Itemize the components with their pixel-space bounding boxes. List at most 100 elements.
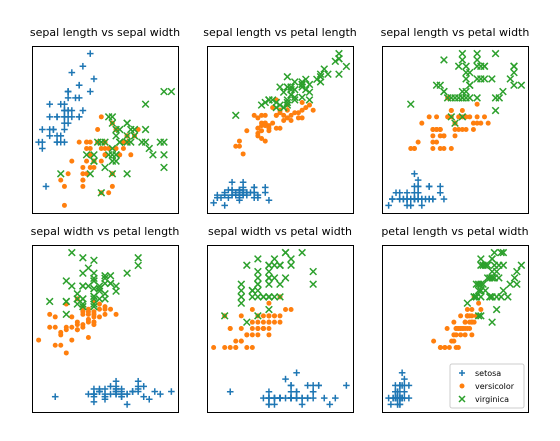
data-point-virginica: [495, 261, 503, 270]
data-point-setosa: [118, 393, 125, 400]
data-point-virginica: [510, 274, 519, 282]
plot-frame: [32, 245, 179, 413]
data-point-setosa: [411, 195, 418, 203]
data-point-versicolor: [419, 120, 425, 126]
data-point-virginica: [480, 75, 489, 83]
data-point-versicolor: [102, 304, 108, 310]
data-point-versicolor: [244, 332, 250, 338]
x-stroke-b: [483, 261, 492, 270]
data-point-versicolor: [462, 319, 468, 325]
data-point-virginica: [276, 293, 284, 301]
x-stroke-b: [79, 253, 87, 262]
x-stroke-b: [313, 75, 321, 84]
x-stroke-b: [276, 280, 284, 289]
x-stroke-b: [517, 81, 526, 90]
x-stroke-b: [458, 113, 467, 121]
x-stroke-b: [106, 271, 115, 280]
x-stroke-b: [495, 261, 503, 270]
data-point-virginica: [504, 293, 512, 301]
data-point-virginica: [462, 68, 470, 77]
legend-label-setosa: setosa: [475, 369, 501, 378]
data-point-versicolor: [299, 99, 305, 105]
data-point-virginica: [248, 293, 257, 301]
data-point-versicolor: [102, 145, 108, 151]
x-stroke-b: [506, 280, 514, 289]
data-point-setosa: [392, 189, 400, 197]
data-point-virginica: [108, 157, 117, 165]
data-point-virginica: [486, 293, 494, 301]
data-point-setosa: [265, 394, 273, 402]
x-stroke-b: [298, 248, 306, 257]
data-point-virginica: [220, 312, 229, 320]
data-point-setosa: [411, 189, 418, 197]
data-point-virginica: [305, 80, 314, 89]
x-stroke-b: [473, 62, 481, 71]
data-point-versicolor: [456, 114, 462, 120]
data-point-versicolor: [451, 319, 457, 325]
x-stroke-b: [490, 248, 499, 257]
data-point-virginica: [506, 75, 515, 83]
x-stroke-b: [305, 88, 314, 97]
data-point-virginica: [101, 163, 109, 172]
data-point-setosa: [389, 195, 396, 203]
data-point-virginica: [254, 286, 262, 295]
data-point-versicolor: [113, 311, 119, 317]
x-stroke-b: [462, 75, 470, 83]
data-point-setosa: [64, 113, 72, 121]
data-point-setosa: [320, 394, 328, 402]
x-stroke-b: [488, 267, 496, 276]
data-point-setosa: [112, 377, 120, 385]
x-stroke-b: [130, 131, 139, 140]
x-stroke-b: [97, 188, 106, 197]
data-point-setosa: [68, 107, 76, 114]
x-stroke-b: [287, 255, 295, 263]
data-point-versicolor: [464, 307, 470, 313]
data-point-virginica: [95, 284, 104, 293]
x-stroke-b: [473, 75, 481, 83]
data-point-virginica: [491, 106, 500, 115]
data-point-versicolor: [481, 114, 487, 120]
data-point-versicolor: [74, 327, 80, 333]
data-point-virginica: [276, 280, 284, 289]
x-stroke-b: [259, 293, 268, 301]
data-point-versicolor: [255, 125, 261, 131]
data-point-virginica: [517, 261, 526, 270]
data-point-versicolor: [266, 326, 272, 331]
data-point-versicolor: [430, 139, 436, 145]
x-stroke-b: [473, 49, 481, 58]
data-point-virginica: [101, 271, 109, 280]
x-stroke-b: [254, 280, 262, 289]
data-point-versicolor: [85, 306, 91, 312]
data-point-setosa: [61, 126, 68, 133]
data-point-virginica: [56, 169, 65, 178]
x-stroke-b: [488, 318, 496, 327]
data-point-versicolor: [98, 145, 104, 151]
data-point-versicolor: [95, 127, 101, 132]
data-point-versicolor: [102, 311, 108, 317]
data-point-setosa: [86, 88, 94, 95]
data-point-versicolor: [273, 125, 279, 131]
x-stroke-b: [287, 261, 295, 270]
data-point-virginica: [67, 282, 76, 290]
panel-title: sepal length vs petal length: [203, 26, 357, 39]
data-point-versicolor: [69, 337, 75, 343]
data-point-setosa: [64, 88, 72, 95]
data-point-versicolor: [58, 177, 64, 183]
data-point-versicolor: [211, 344, 217, 350]
x-stroke-b: [488, 255, 496, 263]
data-point-versicolor: [84, 145, 90, 151]
data-point-virginica: [141, 100, 150, 109]
data-point-setosa: [46, 126, 53, 133]
x-stroke-b: [462, 94, 470, 102]
data-point-virginica: [108, 169, 117, 178]
data-point-setosa: [422, 195, 429, 203]
data-point-versicolor: [469, 332, 475, 338]
data-point-setosa: [309, 388, 317, 396]
data-point-versicolor: [292, 110, 298, 116]
data-point-versicolor: [448, 145, 454, 151]
x-stroke-b: [104, 113, 113, 121]
data-point-setosa: [221, 202, 228, 209]
x-stroke-b: [499, 87, 507, 96]
data-point-setosa: [53, 113, 61, 121]
data-point-versicolor: [117, 152, 123, 158]
